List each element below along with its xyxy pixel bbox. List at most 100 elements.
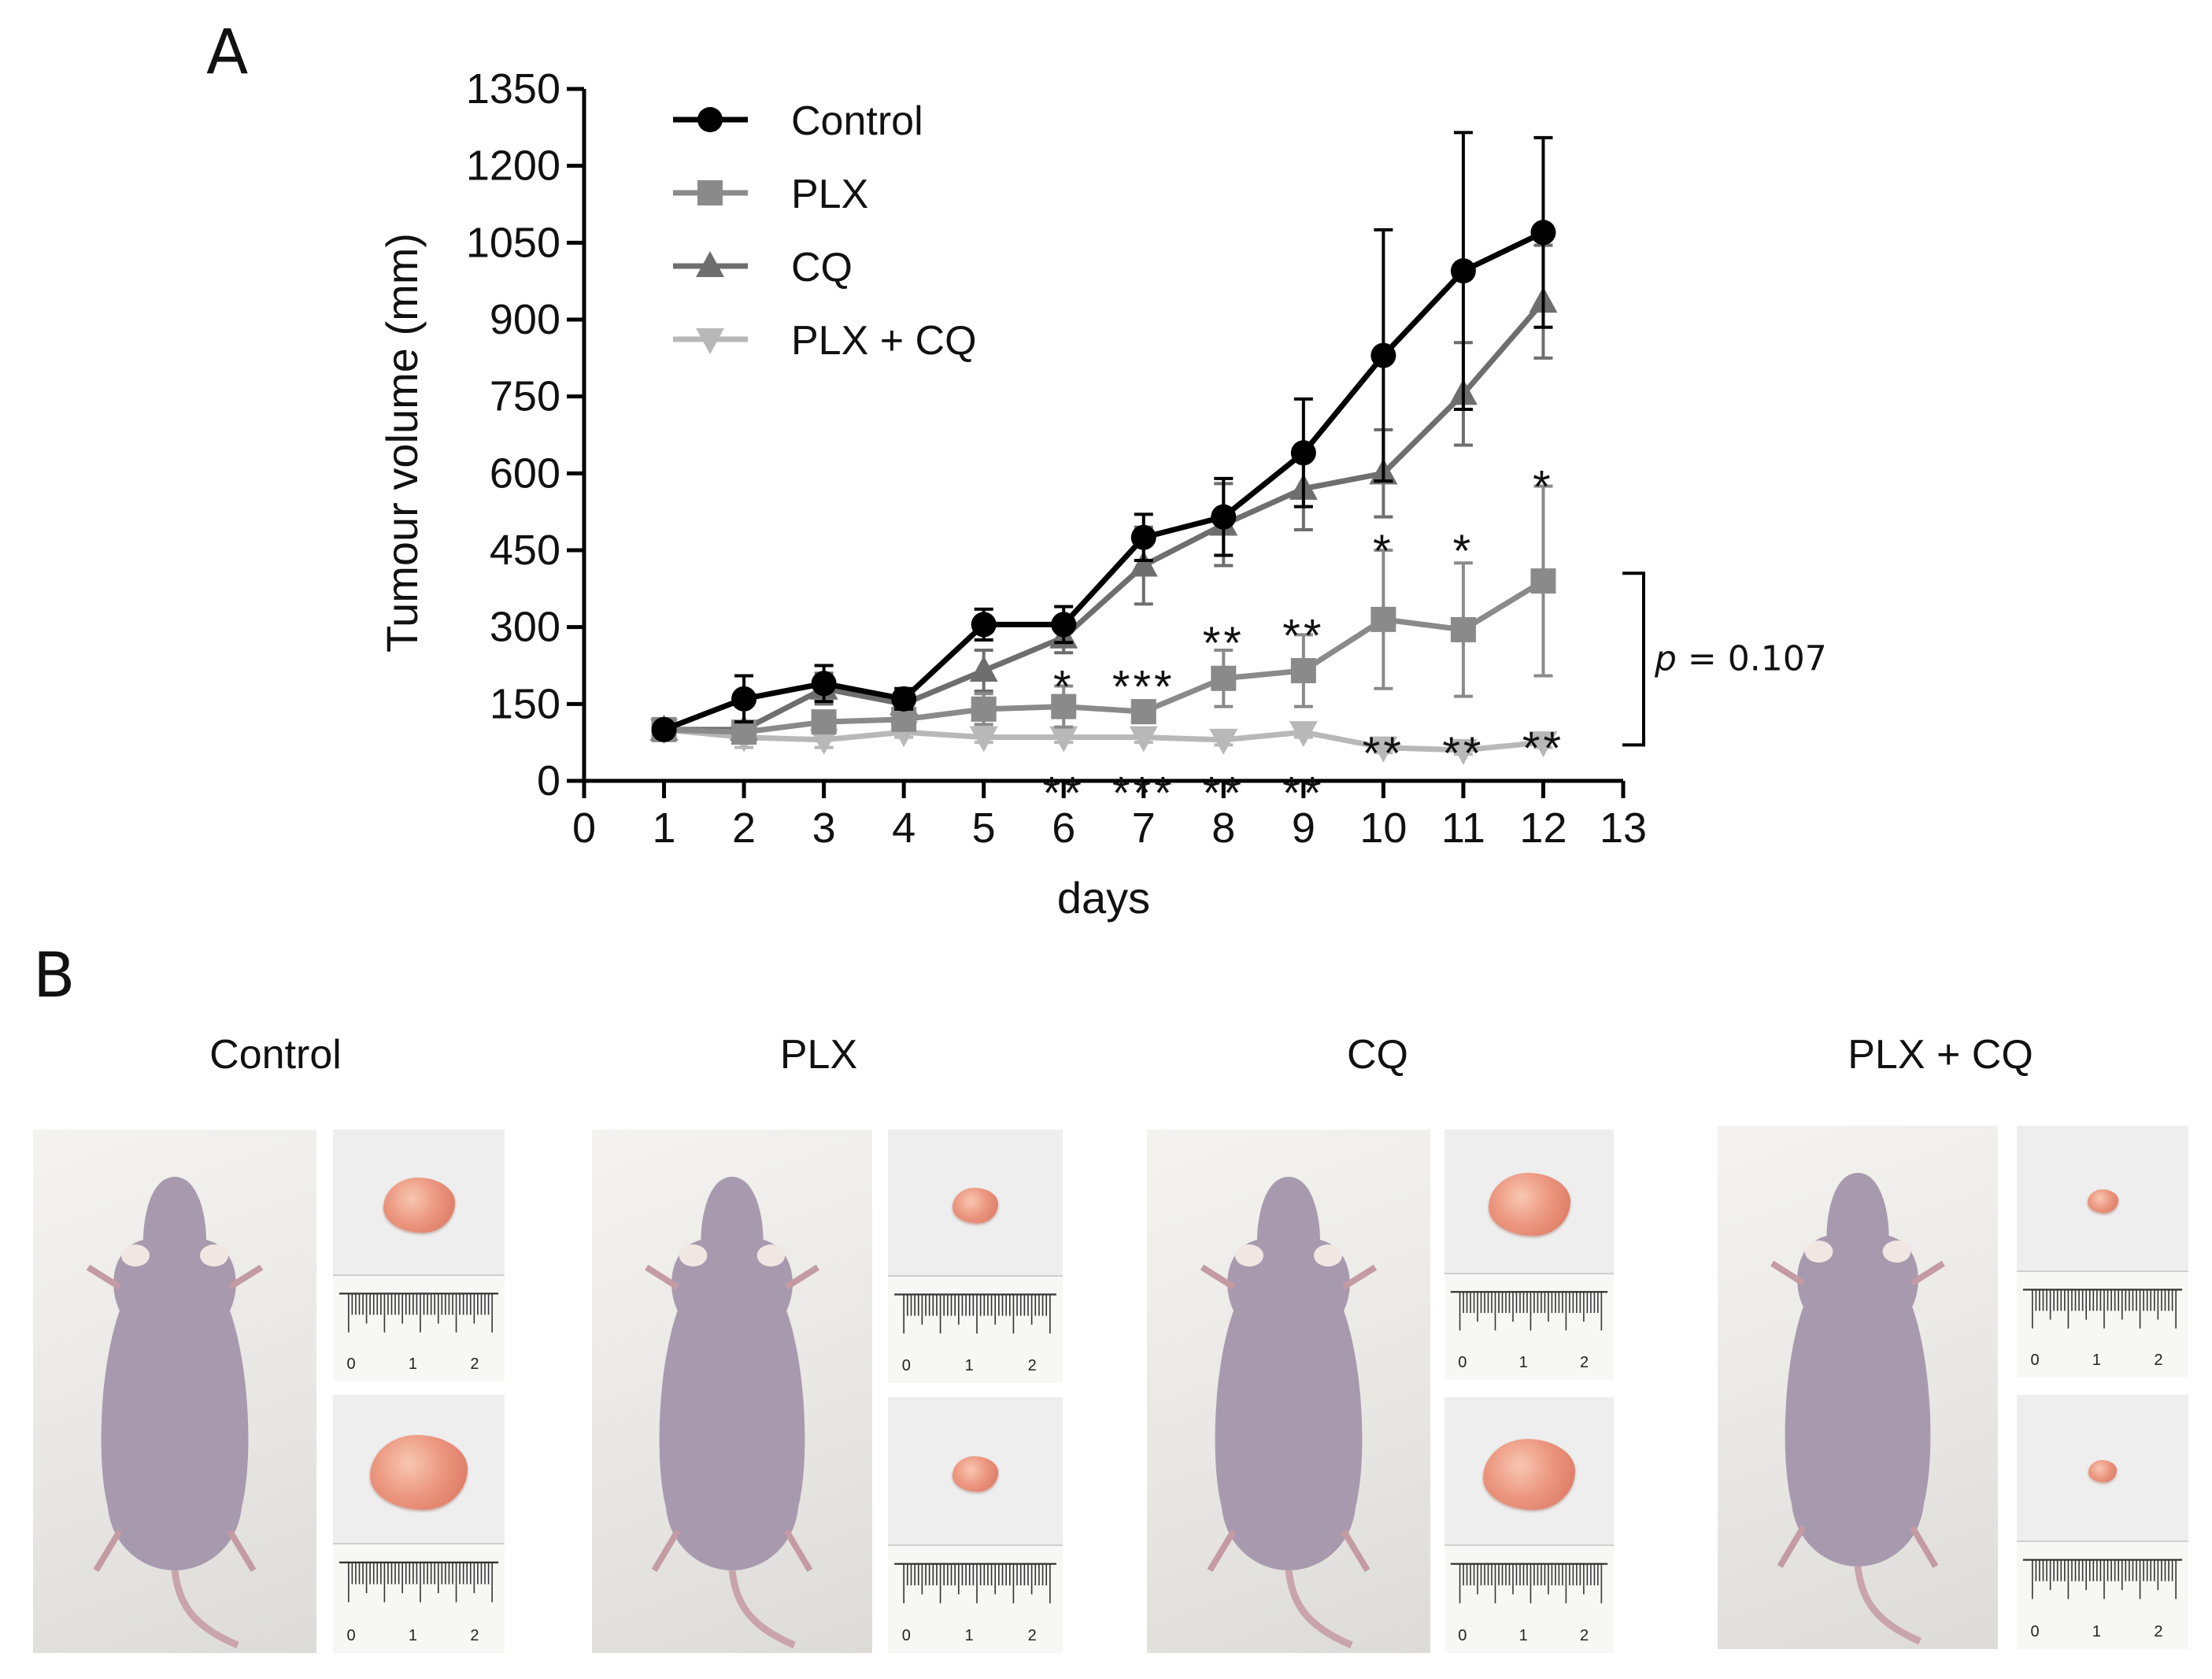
data-point-plx: [731, 719, 757, 745]
data-point-plx-cq: [1129, 726, 1158, 753]
ruler-label: 0: [2030, 1623, 2040, 1640]
ruler-label: 1: [964, 1627, 974, 1644]
group-title-cq: CQ: [1347, 1032, 1408, 1078]
legend-label-control: Control: [791, 98, 923, 144]
y-tick-label: 900: [490, 296, 560, 343]
data-point-control: [1370, 342, 1396, 368]
legend-label-plx: PLX: [791, 172, 868, 217]
excised-tumour-photo-cq-1: 0 1 2: [1444, 1130, 1614, 1380]
excised-tumour-photo-cq-2: 0 1 2: [1444, 1397, 1614, 1653]
tumour-sample: [383, 1178, 455, 1233]
ruler-label: 0: [346, 1355, 356, 1373]
data-point-plx: [1130, 699, 1156, 725]
legend-label-cq: CQ: [791, 245, 853, 290]
legend-marker-plx: [697, 180, 723, 205]
ruler-label: 2: [2154, 1352, 2163, 1369]
ruler-label: 2: [1027, 1357, 1037, 1374]
data-point-control: [891, 686, 917, 712]
data-point-plx-cq: [969, 726, 998, 753]
group-title-plx-cq: PLX + CQ: [1848, 1032, 2033, 1078]
y-tick-label: 0: [537, 757, 560, 804]
y-axis-title: Tumour volume (mm): [377, 233, 427, 653]
ruler-label: 2: [470, 1627, 479, 1644]
panel-b-label: B: [33, 941, 76, 1011]
data-point-plx-cq: [1289, 721, 1318, 748]
x-tick-label: 12: [1519, 804, 1567, 852]
ruler-label: 2: [1580, 1354, 1589, 1371]
legend-marker-plx-cq: [696, 328, 724, 354]
ruler-label: 1: [1518, 1627, 1528, 1644]
mouse-photo-cq: [1147, 1130, 1430, 1653]
ruler: 0 1 2: [2017, 1540, 2188, 1649]
x-tick-label: 10: [1359, 804, 1407, 852]
data-point-control: [1130, 524, 1156, 550]
x-tick-label: 0: [572, 804, 596, 852]
data-point-control: [1450, 258, 1476, 284]
ruler-label: 0: [901, 1627, 911, 1644]
data-point-plx-cq: [1209, 728, 1238, 755]
x-tick-label: 7: [1132, 804, 1156, 852]
p-symbol: p: [1654, 638, 1677, 679]
x-tick-label: 4: [892, 804, 916, 852]
tumour-sample: [2088, 1459, 2118, 1482]
data-point-plx: [1051, 693, 1077, 719]
mouse-photo-plx-cq: [1718, 1126, 1998, 1649]
significance-annotation: *: [1373, 526, 1394, 577]
y-tick-label: 1200: [466, 142, 560, 190]
significance-annotation: ***: [1112, 767, 1175, 819]
data-point-control: [731, 686, 757, 712]
significance-annotation: ***: [1112, 662, 1175, 713]
ruler-label: 1: [964, 1357, 974, 1374]
data-point-control: [1051, 612, 1077, 638]
ruler-label: 0: [346, 1627, 356, 1644]
data-point-control: [1530, 220, 1556, 246]
data-point-plx: [1290, 658, 1316, 684]
ruler-label: 2: [1580, 1627, 1589, 1644]
x-axis-title: days: [1057, 873, 1150, 923]
x-tick-label: 8: [1211, 804, 1235, 852]
group-title-control: Control: [209, 1032, 342, 1078]
tumour-sample: [370, 1434, 468, 1510]
significance-annotation: **: [1363, 728, 1404, 779]
data-point-control: [1211, 504, 1237, 530]
tumour-sample: [1488, 1173, 1570, 1237]
excised-tumour-photo-plx-cq-1: 0 1 2: [2017, 1126, 2188, 1378]
ruler-label: 1: [408, 1355, 418, 1373]
y-tick-label: 750: [490, 373, 560, 420]
tumour-sample: [1483, 1438, 1575, 1510]
data-point-plx: [1211, 665, 1237, 691]
data-point-plx-cq: [809, 728, 838, 755]
y-tick-label: 150: [490, 680, 560, 727]
x-tick-label: 5: [972, 804, 996, 852]
x-tick-label: 9: [1292, 804, 1315, 852]
data-point-plx: [1370, 606, 1396, 632]
ruler-label: 0: [1458, 1627, 1467, 1644]
ruler-label: 0: [901, 1357, 911, 1374]
legend-label-plx-cq: PLX + CQ: [791, 318, 977, 364]
ruler: 0 1 2: [333, 1274, 505, 1381]
y-tick-label: 600: [490, 449, 560, 497]
data-point-cq: [969, 656, 998, 682]
data-point-control: [651, 716, 677, 742]
ruler-label: 1: [408, 1627, 418, 1644]
data-point-cq: [1129, 550, 1158, 577]
tumour-sample: [952, 1456, 999, 1492]
data-point-plx: [811, 709, 837, 735]
tumour-sample: [2087, 1189, 2118, 1213]
significance-annotation: **: [1282, 610, 1324, 661]
significance-annotation: *: [1053, 662, 1075, 713]
x-tick-label: 6: [1052, 804, 1075, 852]
x-tick-label: 1: [653, 804, 676, 852]
data-point-plx-cq: [1369, 736, 1398, 763]
data-point-plx-cq: [1529, 731, 1558, 758]
data-point-control: [1290, 440, 1316, 466]
x-tick-label: 13: [1600, 804, 1647, 852]
y-tick-label: 450: [490, 527, 560, 574]
data-point-plx: [1450, 616, 1476, 642]
data-point-plx-cq: [1049, 726, 1078, 753]
series-line-plx: [664, 579, 1545, 735]
series-line-plx-cq: [664, 727, 1544, 753]
significance-annotation: *: [1533, 462, 1554, 513]
p-value: = 0.107: [1677, 638, 1827, 679]
